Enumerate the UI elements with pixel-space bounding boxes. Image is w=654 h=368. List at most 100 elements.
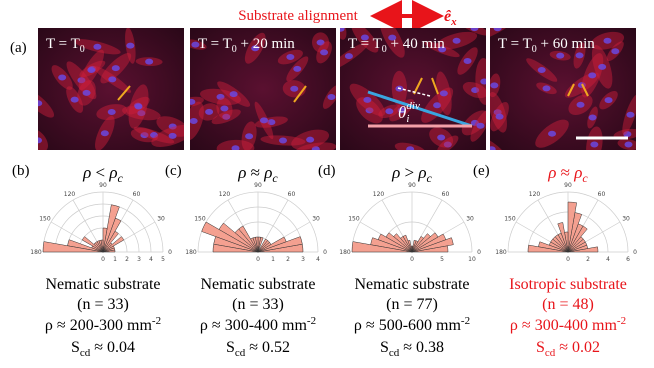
micrograph	[490, 28, 636, 150]
nucleus	[145, 58, 154, 65]
time-sub: 0	[232, 44, 237, 55]
count: (n = 33)	[77, 296, 129, 313]
theta-tick-label: 180	[495, 249, 507, 256]
panel-label: (e)	[473, 163, 490, 179]
order-value: ≈ 0.52	[245, 339, 290, 356]
nucleus	[168, 132, 177, 139]
rho-c: ρ	[108, 163, 117, 182]
panel-label: (c)	[165, 163, 182, 179]
substrate: Nematic substrate	[45, 276, 160, 293]
wedge	[527, 244, 569, 253]
r-tick-label: 0	[101, 256, 105, 263]
time-text: T = T	[46, 36, 80, 52]
r-tick-label: 0	[566, 256, 570, 263]
panel-title: ρ ≈ ρc	[237, 163, 278, 185]
nucleus	[245, 133, 254, 140]
nucleus	[87, 66, 96, 73]
theta-tick-label: 30	[622, 216, 630, 223]
wedge	[102, 204, 120, 253]
nucleus	[290, 85, 299, 92]
nucleus	[137, 110, 146, 117]
nucleus	[363, 96, 372, 103]
time-text: T = T	[348, 36, 382, 52]
nucleus	[190, 117, 198, 124]
wedge	[567, 201, 577, 253]
wedge	[257, 238, 268, 253]
frame-time: T = T0 + 40 min	[348, 36, 445, 55]
nucleus	[77, 77, 86, 84]
rho: ρ	[82, 163, 91, 182]
nucleus	[604, 97, 613, 104]
wedge	[81, 236, 104, 253]
theta-tick-label: 120	[219, 191, 231, 198]
wedge	[102, 236, 125, 253]
cell-arrow	[117, 85, 131, 101]
theta-tick-label: 30	[312, 216, 320, 223]
nucleus	[100, 130, 109, 137]
rho-c-sub: c	[272, 171, 278, 185]
theta-tick-label: 30	[466, 216, 474, 223]
image-bg	[340, 28, 486, 150]
nucleus	[588, 72, 597, 79]
nucleus	[216, 93, 225, 100]
panel-label: (d)	[318, 163, 336, 179]
order: Scd ≈ 0.04	[71, 339, 135, 359]
nucleus	[293, 65, 302, 72]
nucleus	[433, 102, 442, 109]
wedge	[411, 236, 424, 253]
wedge	[212, 243, 259, 253]
theta-tick-label: 0	[477, 249, 481, 256]
nucleus	[126, 42, 135, 49]
nucleus	[190, 98, 196, 105]
count: (n = 77)	[386, 296, 438, 313]
nucleus	[623, 131, 632, 138]
angle-label: θidiv	[398, 100, 420, 125]
order: Scd ≈ 0.38	[380, 339, 444, 359]
r-tick-label: 0	[410, 256, 414, 263]
rho-c: ρ	[417, 163, 426, 182]
rho-c: ρ	[573, 163, 582, 182]
order-value: ≈ 0.38	[399, 339, 444, 356]
rho: ρ	[391, 163, 400, 182]
order-sub: cd	[389, 347, 400, 359]
frame-time: T = T0 + 20 min	[198, 36, 295, 55]
order-sub: cd	[80, 347, 91, 359]
panel-label: (b)	[12, 163, 30, 179]
order-symbol: S	[71, 339, 80, 356]
wedge	[411, 233, 431, 253]
nucleus	[624, 141, 633, 148]
panel-title: ρ < ρc	[82, 163, 123, 185]
image-content	[490, 28, 636, 150]
theta-tick-label: 180	[30, 249, 42, 256]
theta-tick-label: 120	[373, 191, 385, 198]
density: ρ ≈ 300-400 mm-2	[200, 315, 316, 334]
frame-time: T = T0	[46, 36, 85, 55]
r-tick-label: 3	[137, 256, 141, 263]
wedge	[351, 241, 413, 253]
order-symbol: S	[380, 339, 389, 356]
nucleus	[588, 114, 597, 121]
wedge	[411, 232, 439, 253]
cell-arrow	[431, 77, 439, 95]
nucleus	[598, 63, 607, 70]
density-text: ρ ≈ 200-300 mm	[45, 317, 153, 334]
order-value: ≈ 0.04	[90, 339, 135, 356]
r-tick-label: 5	[161, 256, 165, 263]
nucleus	[140, 132, 149, 139]
count: (n = 33)	[232, 296, 284, 313]
theta-tick-label: 0	[168, 249, 172, 256]
nucleus	[316, 39, 325, 46]
cell-arrow	[293, 85, 307, 103]
nucleus	[229, 91, 238, 98]
nucleus	[267, 119, 276, 126]
theta-tick-label: 150	[504, 216, 516, 223]
nucleus	[108, 76, 117, 83]
nucleus	[397, 107, 406, 114]
order-sub: cd	[545, 347, 556, 359]
time-sub: 0	[80, 44, 85, 55]
rho: ρ	[237, 163, 246, 182]
r-tick-label: 4	[316, 256, 320, 263]
substrate: Nematic substrate	[354, 276, 469, 293]
wedge	[42, 241, 104, 253]
